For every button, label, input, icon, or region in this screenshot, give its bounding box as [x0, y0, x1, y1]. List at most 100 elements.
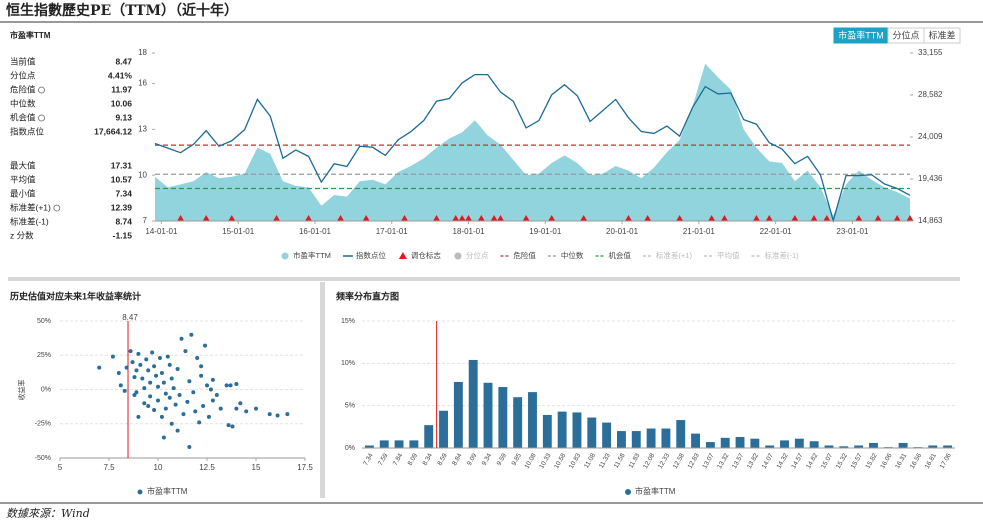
- stat-value: 17,664.12: [94, 126, 132, 136]
- bar: [869, 442, 878, 448]
- stat-value: 17.31: [111, 160, 133, 170]
- scatter-point: [179, 336, 184, 341]
- x-tick-label: 14.32: [776, 452, 790, 470]
- x-tick-label: 10: [154, 463, 163, 472]
- scatter-point: [177, 392, 182, 397]
- tab-label[interactable]: 市盈率TTM: [838, 29, 884, 40]
- scatter-point: [181, 412, 186, 417]
- legend-label[interactable]: 市盈率TTM: [293, 250, 331, 260]
- x-tick-label: 21-01-01: [683, 227, 716, 236]
- scatter-point: [175, 428, 180, 433]
- rebalance-marker: [906, 215, 914, 221]
- bar: [661, 428, 671, 448]
- legend-label[interactable]: 危险值: [513, 250, 536, 260]
- scatter-point: [173, 402, 178, 407]
- rebalance-marker: [433, 215, 441, 221]
- scatter-point: [132, 375, 137, 380]
- scatter-point: [159, 414, 164, 419]
- scatter-point: [267, 412, 272, 417]
- info-icon[interactable]: [38, 86, 45, 94]
- rebalance-marker: [458, 215, 466, 221]
- bar: [483, 382, 493, 448]
- tab-label[interactable]: 标准差: [928, 29, 955, 40]
- x-tick-label: 15.57: [850, 452, 864, 470]
- scatter-point: [205, 383, 209, 388]
- scatter-point: [169, 421, 174, 426]
- x-tick-label: 9.85: [510, 452, 523, 467]
- x-tick-label: 9.09: [466, 452, 479, 467]
- separator: [8, 277, 960, 281]
- rebalance-marker: [305, 215, 313, 221]
- bar: [394, 440, 404, 448]
- scatter-point: [157, 355, 162, 360]
- y-tick-label: 18: [138, 48, 147, 57]
- legend-label[interactable]: 调仓标志: [411, 250, 441, 260]
- legend-label[interactable]: 标准差(-1): [764, 250, 799, 260]
- source: 数據來源：Wind: [6, 507, 90, 520]
- x-tick-label: 18-01-01: [453, 227, 486, 236]
- stat-value: 11.97: [111, 84, 132, 94]
- bar: [453, 381, 463, 448]
- stat-name: 机会值: [10, 112, 36, 122]
- legend-icon[interactable]: [398, 252, 407, 259]
- bar: [705, 442, 715, 448]
- y-tick-label: 16: [138, 79, 147, 88]
- y2-tick-label: 33,155: [918, 48, 943, 57]
- x-tick-label: 12.5: [199, 463, 215, 472]
- y-tick-label: 5%: [345, 403, 355, 410]
- info-icon[interactable]: [53, 204, 61, 212]
- tab-label[interactable]: 分位点: [892, 29, 919, 40]
- rebalance-marker: [791, 215, 799, 221]
- tab-button[interactable]: [923, 27, 961, 44]
- stat-name: 当前值: [10, 56, 36, 66]
- x-tick-label: 16.81: [924, 452, 938, 470]
- legend-icon[interactable]: [454, 252, 462, 260]
- x-tick-label: 10.08: [524, 452, 538, 470]
- scatter-point: [146, 368, 151, 373]
- scatter-point: [161, 380, 166, 385]
- x-tick-label: 8.34: [422, 452, 435, 467]
- scatter-point: [159, 371, 164, 376]
- legend-icon[interactable]: [281, 252, 289, 260]
- x-tick-label: 8.09: [407, 452, 420, 467]
- legend-icon: [625, 489, 631, 495]
- scatter-point: [285, 412, 290, 417]
- x-tick-label: 11.58: [613, 452, 627, 470]
- legend-label[interactable]: 机会值: [608, 250, 631, 260]
- scatter-point: [218, 406, 223, 411]
- x-tick-label: 15: [252, 463, 261, 472]
- y-tick-label: 10: [138, 170, 147, 179]
- stat-name: 危险值: [10, 84, 36, 94]
- panel-title: 市盈率TTM: [10, 30, 51, 40]
- x-tick-label: 20-01-01: [606, 227, 639, 236]
- bar: [735, 436, 745, 448]
- x-tick-label: 13.82: [746, 452, 760, 470]
- scatter-point: [254, 406, 258, 411]
- bar: [750, 438, 760, 448]
- legend-label[interactable]: 中位数: [561, 250, 584, 260]
- y-tick-label: 25%: [37, 352, 51, 359]
- legend-label[interactable]: 分位点: [466, 250, 489, 260]
- scatter-point: [197, 420, 202, 425]
- legend-label[interactable]: 指数点位: [356, 250, 386, 260]
- info-icon[interactable]: [38, 114, 45, 122]
- rebalance-marker: [202, 215, 210, 221]
- scatter-point: [146, 403, 151, 408]
- bar: [898, 442, 908, 448]
- scatter-point: [228, 383, 233, 388]
- x-tick-label: 10.83: [568, 452, 582, 470]
- legend-label[interactable]: 标准差(+1): [656, 250, 693, 260]
- legend-label[interactable]: 平均值: [717, 250, 740, 260]
- panel-title: 频率分布直方图: [336, 290, 399, 301]
- rebalance-marker: [708, 215, 716, 221]
- scatter-point: [148, 380, 153, 385]
- x-tick-label: 8.59: [436, 452, 449, 467]
- bar: [587, 417, 597, 448]
- scatter-point: [234, 382, 239, 387]
- rebalance-marker: [452, 215, 460, 221]
- scatter-point: [210, 398, 215, 403]
- scatter-point: [142, 386, 147, 391]
- rebalance-marker: [765, 215, 773, 221]
- x-tick-label: 23-01-01: [836, 227, 869, 236]
- x-tick-label: 16-01-01: [299, 227, 332, 236]
